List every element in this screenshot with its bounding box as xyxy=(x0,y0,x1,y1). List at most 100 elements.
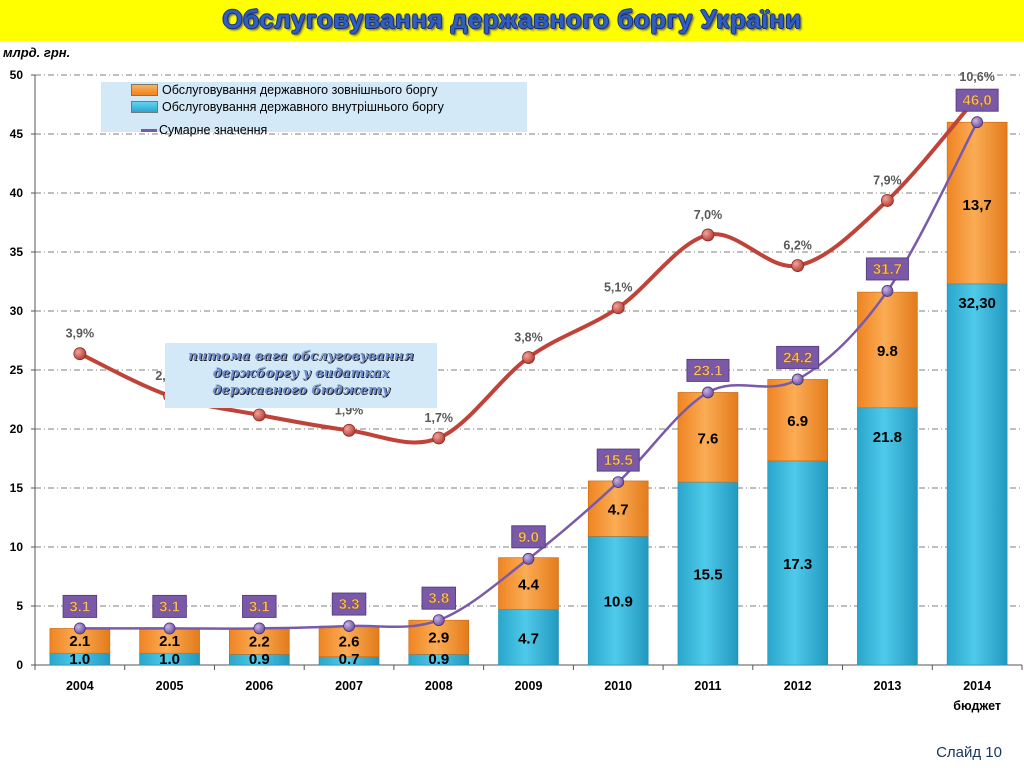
legend-swatch-external xyxy=(131,84,158,96)
slide-number: Слайд 10 xyxy=(936,744,1002,761)
label-external: 6.9 xyxy=(787,413,808,430)
y-tick-label: 10 xyxy=(10,540,24,554)
total-label-box xyxy=(511,525,546,549)
share-point xyxy=(73,347,87,361)
y-tick-label: 50 xyxy=(10,68,24,82)
y-axis-unit-label: млрд. грн. xyxy=(3,45,71,60)
total-label-box xyxy=(955,88,999,112)
share-point xyxy=(522,351,535,364)
bar-external xyxy=(587,480,649,537)
bar-external xyxy=(946,121,1008,285)
total-line xyxy=(73,116,984,635)
label-external: 2.2 xyxy=(249,633,270,650)
total-label: 3.1 xyxy=(249,598,270,615)
total-label: 3.3 xyxy=(339,596,360,613)
total-label: 9.0 xyxy=(518,529,539,546)
bar-internal xyxy=(677,481,739,666)
total-label: 15.5 xyxy=(604,452,633,469)
total-point xyxy=(881,285,894,297)
total-label-box xyxy=(62,594,98,618)
share-point xyxy=(701,228,715,242)
share-label: 3,8% xyxy=(514,331,543,345)
title-bar: Обслуговування державного боргу України xyxy=(0,0,1024,41)
bar-external xyxy=(857,291,918,409)
y-tick-label: 30 xyxy=(10,304,24,318)
legend-swatch-total xyxy=(141,128,157,132)
bar-external xyxy=(767,379,828,462)
legend-item-external: Обслуговування державного зовнішнього бо… xyxy=(131,82,437,98)
x-tick-label: 2007 xyxy=(335,679,363,693)
total-label: 31.7 xyxy=(873,261,902,278)
total-point xyxy=(971,116,984,129)
label-internal: 32,30 xyxy=(958,295,996,312)
total-point xyxy=(791,373,804,386)
share-label: 1,7% xyxy=(425,411,454,425)
share-point xyxy=(791,259,805,272)
total-label-box xyxy=(242,594,277,618)
legend-label-internal: Обслуговування державного внутрішнього б… xyxy=(162,100,444,114)
x-tick-label: 2010 xyxy=(604,679,632,693)
share-label: 5,1% xyxy=(604,281,633,295)
label-external: 2.9 xyxy=(428,629,449,646)
total-label: 24.2 xyxy=(783,349,812,366)
total-label-box xyxy=(152,594,187,618)
total-label-box xyxy=(421,586,457,610)
label-internal: 1.0 xyxy=(69,651,90,668)
data-labels: 1.02.11.02.10.92.20.72.60.92.9 4.74.410.9… xyxy=(62,88,999,668)
total-label-box xyxy=(865,257,909,281)
label-internal: 0.9 xyxy=(249,651,270,668)
x-tick-label: 2008 xyxy=(425,679,453,693)
bar-internal xyxy=(857,407,918,666)
label-external: 2.1 xyxy=(69,633,90,650)
total-point xyxy=(702,386,714,399)
total-point xyxy=(73,622,86,635)
label-internal: 15.5 xyxy=(693,567,722,584)
y-tick-label: 35 xyxy=(10,245,24,259)
legend-swatch-internal xyxy=(131,101,158,113)
total-point xyxy=(432,614,445,627)
label-internal: 10.9 xyxy=(604,594,633,611)
total-label: 46,0 xyxy=(963,92,992,109)
legend-item-internal: Обслуговування державного внутрішнього б… xyxy=(131,99,444,115)
label-internal: 1.0 xyxy=(159,651,180,668)
legend-label-total: Сумарне значення xyxy=(159,123,268,137)
share-label: 7,0% xyxy=(694,208,723,222)
y-tick-label: 40 xyxy=(10,186,24,200)
bars xyxy=(49,121,1008,666)
bar-external xyxy=(318,625,380,658)
share-note: питома вага обслуговування держборгу у в… xyxy=(165,343,437,408)
share-point xyxy=(342,423,356,437)
share-point xyxy=(432,431,446,445)
bar-internal xyxy=(498,609,559,666)
label-internal: 17.3 xyxy=(783,556,812,573)
total-point xyxy=(612,476,625,489)
bar-internal xyxy=(946,283,1008,666)
page-title: Обслуговування державного боргу України xyxy=(222,4,802,34)
share-label: 3,9% xyxy=(66,327,95,341)
total-label: 3.1 xyxy=(159,598,180,615)
total-point xyxy=(163,622,176,635)
share-point xyxy=(252,408,266,422)
y-tick-label: 20 xyxy=(10,422,24,436)
label-external: 9.8 xyxy=(877,343,898,360)
label-external: 7.6 xyxy=(698,430,719,447)
total-point xyxy=(522,552,535,565)
total-point xyxy=(253,622,266,635)
total-label: 3.8 xyxy=(428,590,449,607)
x-tick-label: 2011 xyxy=(694,679,721,693)
y-tick-label: 5 xyxy=(16,599,23,613)
label-external: 13,7 xyxy=(963,197,992,214)
total-label-box xyxy=(331,592,367,616)
y-tick-label: 25 xyxy=(10,363,24,377)
label-internal: 0.7 xyxy=(339,651,360,668)
total-label-box xyxy=(776,345,820,369)
legend: Обслуговування державного зовнішнього бо… xyxy=(101,82,527,137)
x-tick-label: 2012 xyxy=(784,679,812,693)
total-point xyxy=(343,620,355,632)
total-label: 23.1 xyxy=(693,362,722,379)
legend-label-external: Обслуговування державного зовнішнього бо… xyxy=(162,83,438,97)
x-tick-label: 2009 xyxy=(515,679,543,693)
y-tick-label: 0 xyxy=(16,658,23,672)
y-tick-label: 15 xyxy=(10,481,24,495)
total-series-line xyxy=(79,121,979,630)
